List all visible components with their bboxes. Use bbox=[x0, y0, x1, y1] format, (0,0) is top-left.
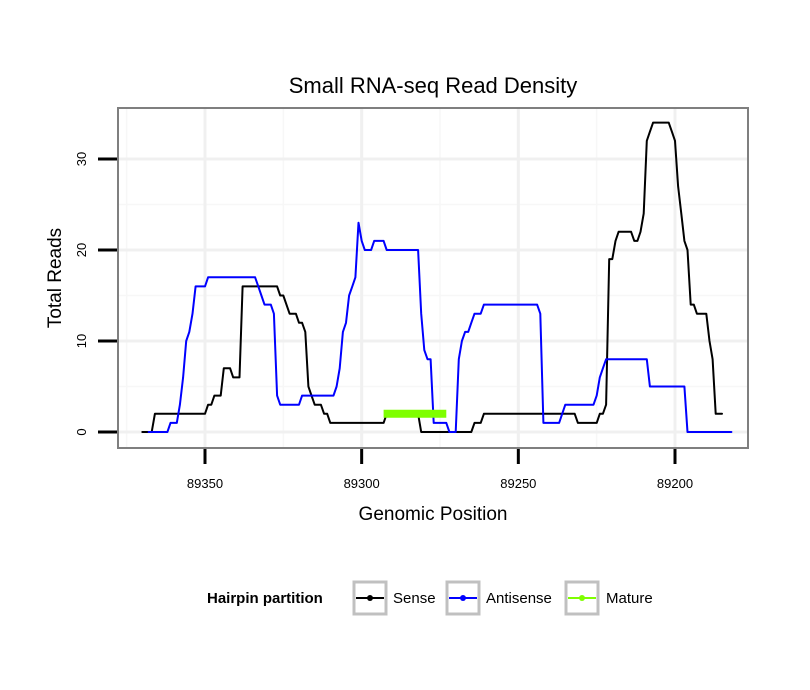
series-line-sense bbox=[141, 121, 723, 433]
y-tick-label: 10 bbox=[74, 334, 89, 348]
legend-label-sense: Sense bbox=[393, 590, 436, 607]
legend-label-antisense: Antisense bbox=[486, 590, 552, 607]
legend-label-mature: Mature bbox=[606, 590, 653, 607]
legend: Hairpin partition Sense Antisense Mature bbox=[207, 580, 653, 616]
legend-title: Hairpin partition bbox=[207, 590, 323, 607]
y-axis-title: Total Reads bbox=[45, 228, 66, 328]
x-tick-label: 89300 bbox=[344, 476, 380, 491]
y-tick-label: 0 bbox=[74, 428, 89, 435]
y-tick-label: 20 bbox=[74, 243, 89, 257]
legend-key-dot-mature bbox=[579, 595, 585, 601]
chart-title: Small RNA-seq Read Density bbox=[289, 73, 578, 98]
gridlines bbox=[119, 109, 747, 447]
x-tick-label: 89200 bbox=[657, 476, 693, 491]
x-axis-title: Genomic Position bbox=[359, 504, 508, 525]
series-layer bbox=[141, 121, 733, 433]
legend-item-sense: Sense bbox=[352, 580, 436, 616]
x-tick-label: 89250 bbox=[500, 476, 536, 491]
series-line-antisense bbox=[147, 221, 733, 433]
y-tick-label: 30 bbox=[74, 152, 89, 166]
legend-item-antisense: Antisense bbox=[445, 580, 552, 616]
legend-key-dot-sense bbox=[367, 595, 373, 601]
axis-ticks: 89350 89300 89250 89200 0 10 20 30 bbox=[74, 152, 693, 491]
x-tick-label: 89350 bbox=[187, 476, 223, 491]
legend-key-dot-antisense bbox=[460, 595, 466, 601]
legend-item-mature: Mature bbox=[564, 580, 653, 616]
